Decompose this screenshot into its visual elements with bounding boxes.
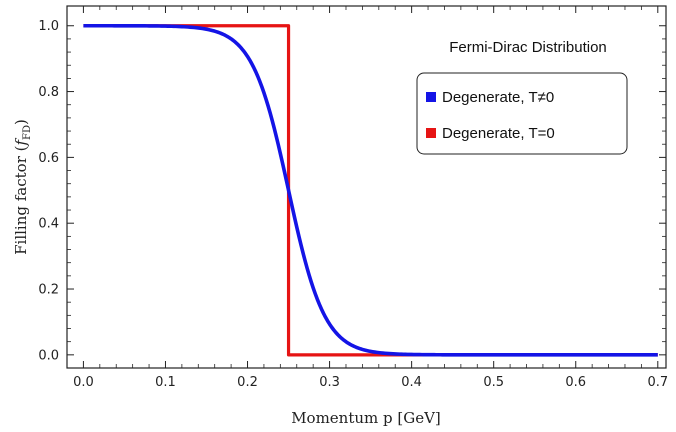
y-axis-title-sub: FD	[22, 125, 33, 140]
legend-label-blue: Degenerate, T≠0	[442, 89, 554, 106]
y-axis-title-close: )	[12, 119, 30, 125]
y-tick-label: 0.2	[38, 283, 59, 298]
x-tick-label: 0.4	[401, 375, 422, 390]
legend-swatch-red	[426, 128, 436, 138]
y-tick-label: 0.0	[38, 348, 59, 363]
legend-swatch-blue	[426, 92, 436, 102]
series-line-degenerate-t-nonzero	[83, 23, 658, 357]
y-axis-title: Filling factor (fFD)	[12, 119, 33, 255]
x-tick-label: 0.1	[155, 375, 176, 390]
y-axis-title-main: Filling factor (	[12, 146, 30, 255]
legend-label-red: Degenerate, T=0	[442, 125, 555, 142]
y-axis-title-symbol: f	[12, 138, 30, 147]
x-tick-label: 0.7	[647, 375, 668, 390]
plot-frame	[66, 5, 667, 369]
y-tick-label: 0.4	[38, 217, 59, 232]
x-tick-label: 0.3	[319, 375, 340, 390]
x-tick-label: 0.5	[483, 375, 504, 390]
axis-ticks: 0.0 0.1 0.2 0.3 0.4 0.5 0.6 0.7 0.0 0.2 0.4 0.6 0.8 1…	[38, 6, 668, 390]
y-tick-label: 0.6	[38, 151, 59, 166]
y-tick-label: 0.8	[38, 85, 59, 100]
x-tick-label: 0.0	[73, 375, 94, 390]
x-tick-label: 0.2	[237, 375, 258, 390]
legend-box	[416, 72, 628, 155]
y-tick-label: 1.0	[38, 19, 59, 34]
x-tick-label: 0.6	[565, 375, 586, 390]
series-layer	[83, 23, 658, 357]
x-axis-title: Momentum p [GeV]	[291, 409, 441, 427]
legend-title: Fermi-Dirac Distribution	[449, 39, 607, 56]
